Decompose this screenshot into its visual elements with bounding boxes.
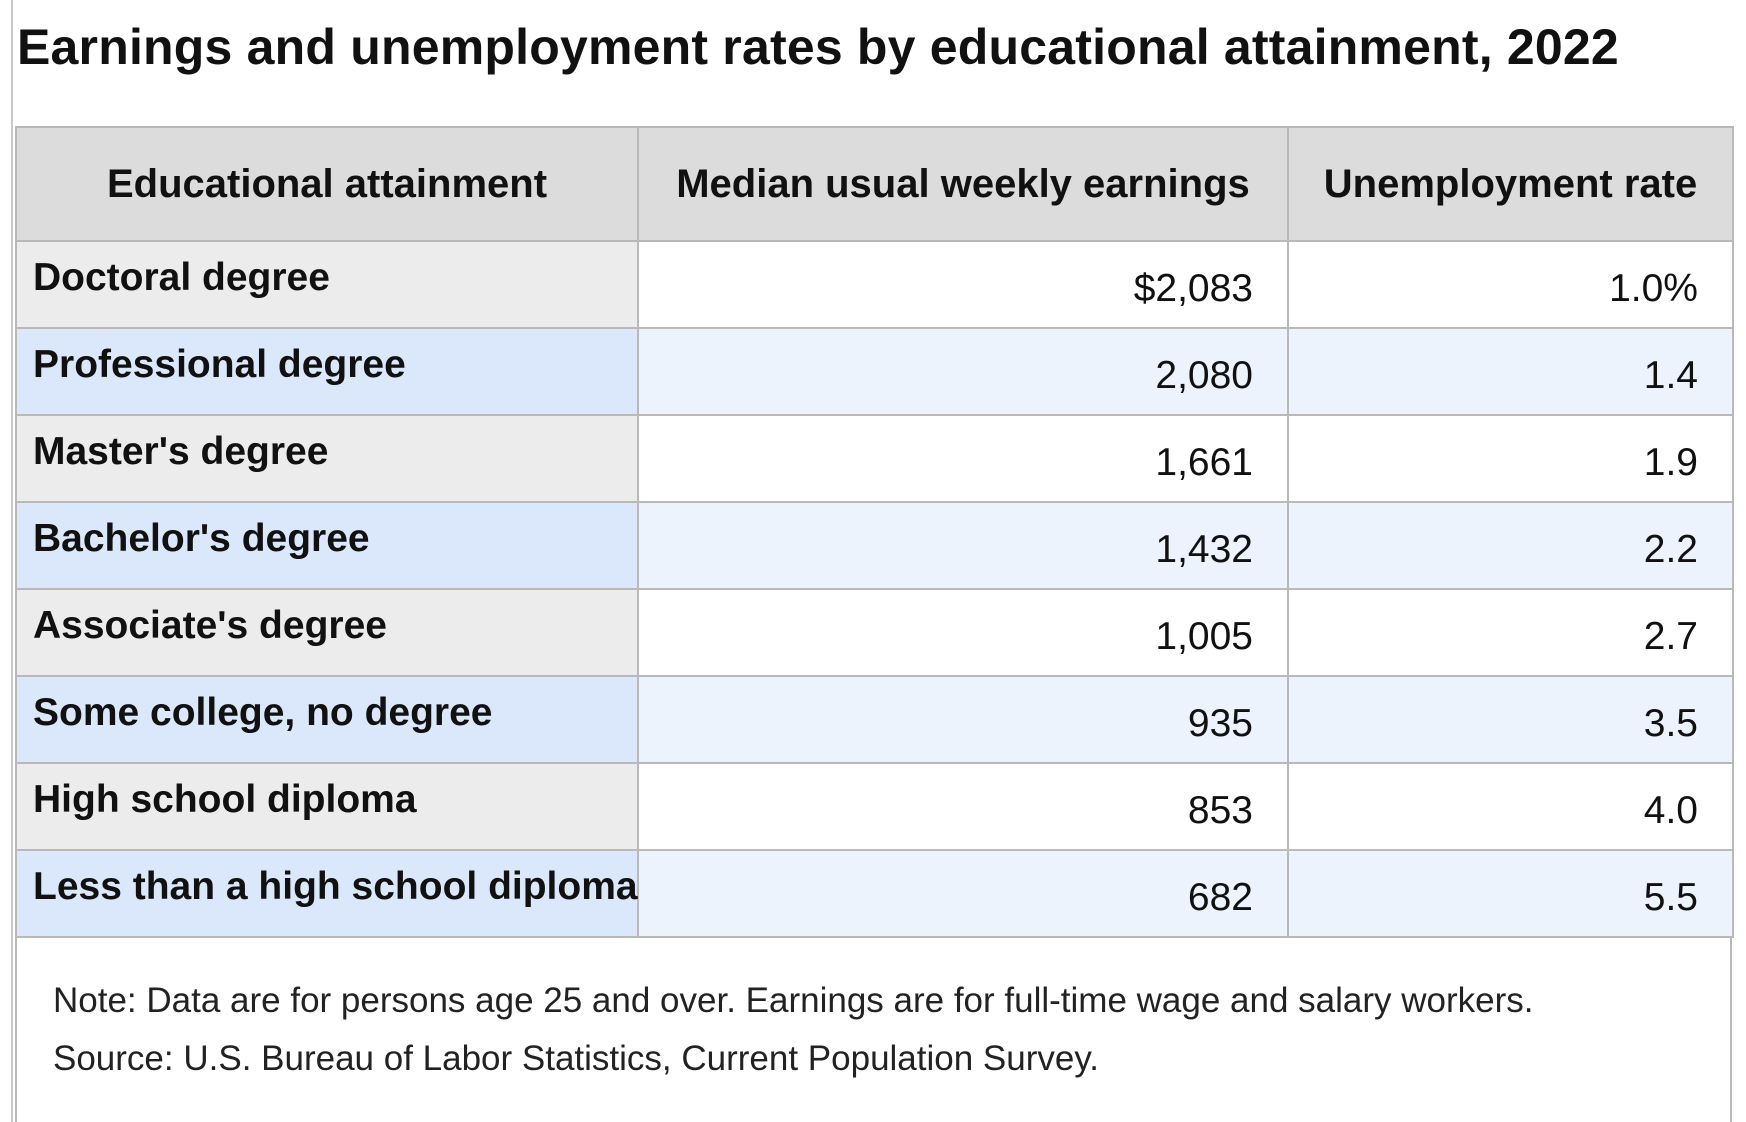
table-row: Professional degree 2,080 1.4	[15, 327, 1734, 416]
document-page: Earnings and unemployment rates by educa…	[11, 0, 1734, 1122]
unemployment-cell: 3.5	[1287, 675, 1734, 764]
table-notes: Note: Data are for persons age 25 and ov…	[15, 936, 1732, 1122]
earnings-unemployment-table: Educational attainment Median usual week…	[15, 126, 1734, 938]
earnings-cell: 935	[637, 675, 1289, 764]
attainment-cell: Doctoral degree	[15, 240, 639, 329]
attainment-cell: Professional degree	[15, 327, 639, 416]
data-note: Note: Data are for persons age 25 and ov…	[53, 981, 1534, 1020]
table-header-row: Educational attainment Median usual week…	[15, 126, 1734, 242]
attainment-cell: Master's degree	[15, 414, 639, 503]
table-row: Master's degree 1,661 1.9	[15, 414, 1734, 503]
column-header-attainment: Educational attainment	[15, 126, 639, 242]
table-row: Some college, no degree 935 3.5	[15, 675, 1734, 764]
unemployment-cell: 2.7	[1287, 588, 1734, 677]
column-header-earnings: Median usual weekly earnings	[637, 126, 1289, 242]
table-row: High school diploma 853 4.0	[15, 762, 1734, 851]
unemployment-cell: 4.0	[1287, 762, 1734, 851]
table-row: Associate's degree 1,005 2.7	[15, 588, 1734, 677]
unemployment-cell: 1.4	[1287, 327, 1734, 416]
table-row: Less than a high school diploma 682 5.5	[15, 849, 1734, 938]
attainment-cell: Less than a high school diploma	[15, 849, 639, 938]
earnings-cell: 1,005	[637, 588, 1289, 677]
source-note: Source: U.S. Bureau of Labor Statistics,…	[53, 1039, 1099, 1078]
table-row: Bachelor's degree 1,432 2.2	[15, 501, 1734, 590]
attainment-cell: Associate's degree	[15, 588, 639, 677]
unemployment-cell: 2.2	[1287, 501, 1734, 590]
earnings-cell: $2,083	[637, 240, 1289, 329]
attainment-cell: Bachelor's degree	[15, 501, 639, 590]
attainment-cell: Some college, no degree	[15, 675, 639, 764]
earnings-cell: 1,661	[637, 414, 1289, 503]
earnings-cell: 682	[637, 849, 1289, 938]
unemployment-cell: 1.9	[1287, 414, 1734, 503]
column-header-unemployment: Unemployment rate	[1287, 126, 1734, 242]
earnings-cell: 2,080	[637, 327, 1289, 416]
attainment-cell: High school diploma	[15, 762, 639, 851]
page-title: Earnings and unemployment rates by educa…	[17, 19, 1619, 75]
earnings-cell: 853	[637, 762, 1289, 851]
unemployment-cell: 1.0%	[1287, 240, 1734, 329]
unemployment-cell: 5.5	[1287, 849, 1734, 938]
table-row: Doctoral degree $2,083 1.0%	[15, 240, 1734, 329]
earnings-cell: 1,432	[637, 501, 1289, 590]
